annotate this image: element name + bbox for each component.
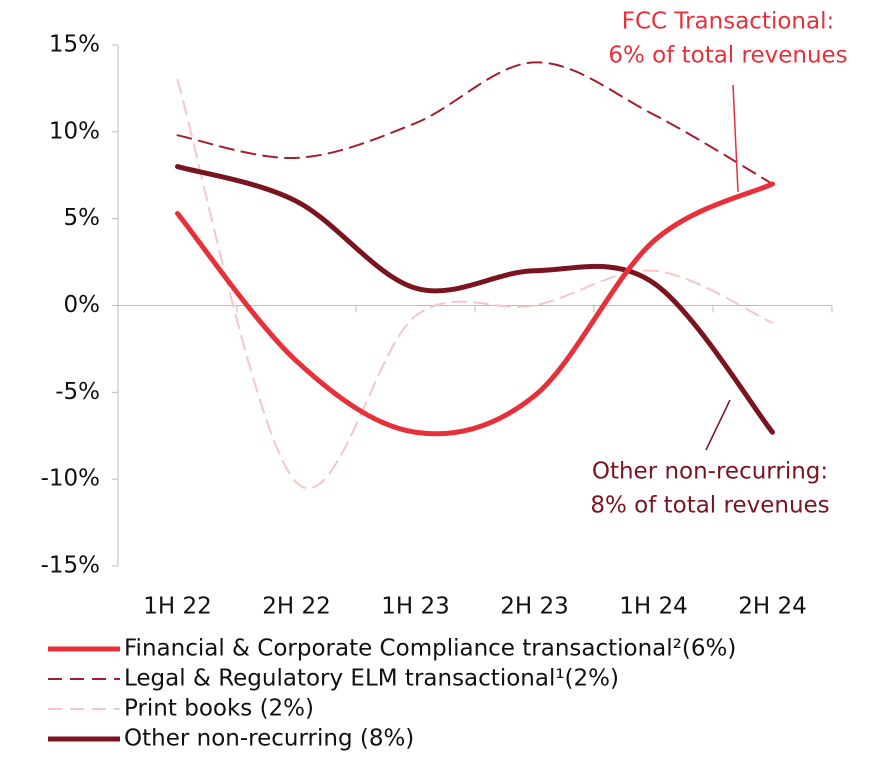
y-tick-label: 15% bbox=[49, 32, 100, 58]
y-tick-label: -10% bbox=[41, 466, 100, 492]
annotation: 8% of total revenues bbox=[590, 493, 829, 519]
legend-label: Other non-recurring (8%) bbox=[124, 726, 414, 752]
x-tick-label: 2H 24 bbox=[738, 594, 807, 620]
x-tick-label: 1H 22 bbox=[143, 594, 212, 620]
x-tick-label: 1H 24 bbox=[619, 594, 688, 620]
series-line bbox=[175, 164, 775, 435]
series-line bbox=[176, 78, 774, 490]
annotation-leader bbox=[732, 84, 739, 193]
legend-label: Financial & Corporate Compliance transac… bbox=[124, 636, 736, 662]
y-tick-label: 10% bbox=[49, 118, 100, 144]
annotation: Other non-recurring: bbox=[592, 459, 828, 485]
y-tick-label: 5% bbox=[64, 205, 101, 231]
legend-label: Legal & Regulatory ELM transactional¹(2%… bbox=[124, 666, 619, 692]
y-tick-label: -5% bbox=[55, 379, 100, 405]
y-tick-label: -15% bbox=[41, 553, 100, 579]
x-tick-label: 2H 22 bbox=[262, 594, 331, 620]
y-tick-label: 0% bbox=[64, 292, 101, 318]
x-tick-label: 2H 23 bbox=[500, 594, 569, 620]
series-line bbox=[176, 61, 774, 185]
legend-label: Print books (2%) bbox=[124, 696, 314, 722]
annotation-leader bbox=[705, 399, 731, 451]
series-line bbox=[175, 181, 775, 437]
annotation: FCC Transactional: bbox=[622, 9, 834, 35]
annotation: 6% of total revenues bbox=[608, 43, 847, 69]
x-tick-label: 1H 23 bbox=[381, 594, 450, 620]
